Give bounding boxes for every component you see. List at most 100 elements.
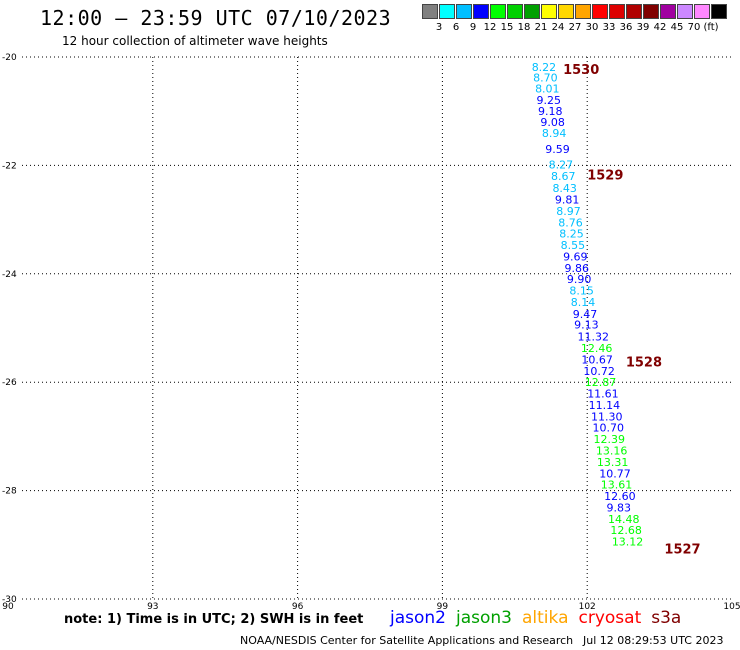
legend-swatch [592,4,608,19]
y-tick-label: -28 [2,487,17,497]
map-title: 12:00 – 23:59 UTC 07/10/2023 [40,6,392,30]
legend-swatch [609,4,625,19]
swh-value: 11.30 [591,410,623,423]
x-tick-label: 99 [437,602,449,612]
swh-value: 10.67 [581,353,613,366]
mission-cryosat: cryosat [578,608,642,628]
x-tick-label: 96 [292,602,304,612]
legend-swatch [575,4,591,19]
mission-jason2: jason2 [390,608,446,628]
swh-value: 14.48 [608,513,640,526]
swh-value: 11.14 [589,399,621,412]
swh-value: 9.18 [538,105,563,118]
legend-label: 3 [435,22,443,33]
swh-value: 8.70 [533,72,558,85]
swh-value: 12.87 [585,376,617,389]
swh-value: 9.08 [540,116,565,129]
legend-swatch [524,4,540,19]
map-subtitle: 12 hour collection of altimeter wave hei… [62,34,328,48]
swh-value: 9.86 [565,262,590,275]
legend-swatch [490,4,506,19]
swh-value: 9.69 [563,250,588,263]
legend-swatch [558,4,574,19]
legend-label: 42 [653,22,667,33]
y-tick-label: -22 [2,161,17,171]
legend-swatch [660,4,676,19]
swh-value: 8.22 [532,61,557,74]
legend-label: 27 [568,22,582,33]
y-tick-label: -30 [2,595,17,605]
legend-swatch [677,4,693,19]
legend-label: 12 [483,22,497,33]
swh-value: 12.68 [610,524,642,537]
swh-value: 8.01 [535,82,560,95]
swh-value: 13.12 [612,536,644,549]
legend-label: 21 [534,22,548,33]
pass-label: 1528 [626,356,662,371]
swh-value: 8.25 [559,228,584,241]
swh-value: 12.39 [593,433,625,446]
swh-value: 10.77 [599,467,631,480]
legend-swatch [626,4,642,19]
swh-value: 9.81 [555,194,580,207]
mission-altika: altika [522,608,569,628]
pass-label: 1529 [587,169,623,184]
swh-value: 13.16 [596,444,628,457]
y-tick-label: -20 [2,53,17,63]
pass-label: 1527 [664,543,700,558]
x-tick-label: 105 [723,602,740,612]
legend-swatch [711,4,727,19]
swh-value: 10.72 [583,365,615,378]
legend-swatch [643,4,659,19]
swh-value: 8.67 [551,170,576,183]
swh-value: 9.25 [537,94,562,107]
legend-label: 39 [636,22,650,33]
legend-label: 15 [500,22,514,33]
legend-label: 9 [469,22,477,33]
swh-value: 12.60 [604,490,636,503]
swh-value: 8.94 [542,127,567,140]
swh-value: 12.46 [581,342,613,355]
legend-label: 18 [517,22,531,33]
mission-s3a: s3a [651,608,682,628]
footer-timestamp: Jul 12 08:29:53 UTC 2023 [583,634,724,647]
legend-label: 6 [452,22,460,33]
swh-value: 9.90 [567,273,592,286]
swh-value: 8.43 [552,182,577,195]
x-tick-label: 93 [147,602,158,612]
legend-label: 30 [585,22,599,33]
legend-swatch [456,4,472,19]
swh-value: 13.31 [597,456,629,469]
pass-label: 1530 [563,63,599,78]
swh-value: 8.15 [569,285,594,298]
legend-label: 70 [687,22,701,33]
swh-value: 8.14 [571,296,596,309]
legend-label: 36 [619,22,633,33]
swh-value: 11.32 [578,331,610,344]
legend-label: 24 [551,22,565,33]
legend-swatch [694,4,710,19]
legend-label: 33 [602,22,616,33]
swh-value: 8.55 [561,239,586,252]
x-tick-label: 102 [579,602,596,612]
swh-value: 8.76 [558,216,583,229]
swh-value: 13.61 [601,479,633,492]
swh-value: 8.97 [556,205,581,218]
y-tick-label: -26 [2,378,17,388]
swh-value: 11.61 [587,388,619,401]
swh-value: 9.83 [607,501,632,514]
legend-label: 45 [670,22,684,33]
swh-value: 8.27 [549,158,574,171]
mission-legend: jason2 jason3 altika cryosat s3a [390,608,691,628]
x-tick-label: 90 [2,602,14,612]
footer-note: note: 1) Time is in UTC; 2) SWH is in fe… [64,612,364,627]
legend-swatch [541,4,557,19]
legend-swatch [473,4,489,19]
y-tick-label: -24 [2,270,17,280]
swh-value: 9.13 [574,319,599,332]
footer-credit: NOAA/NESDIS Center for Satellite Applica… [240,634,574,647]
legend-swatch [439,4,455,19]
legend-swatch [507,4,523,19]
swh-value: 9.47 [573,308,598,321]
